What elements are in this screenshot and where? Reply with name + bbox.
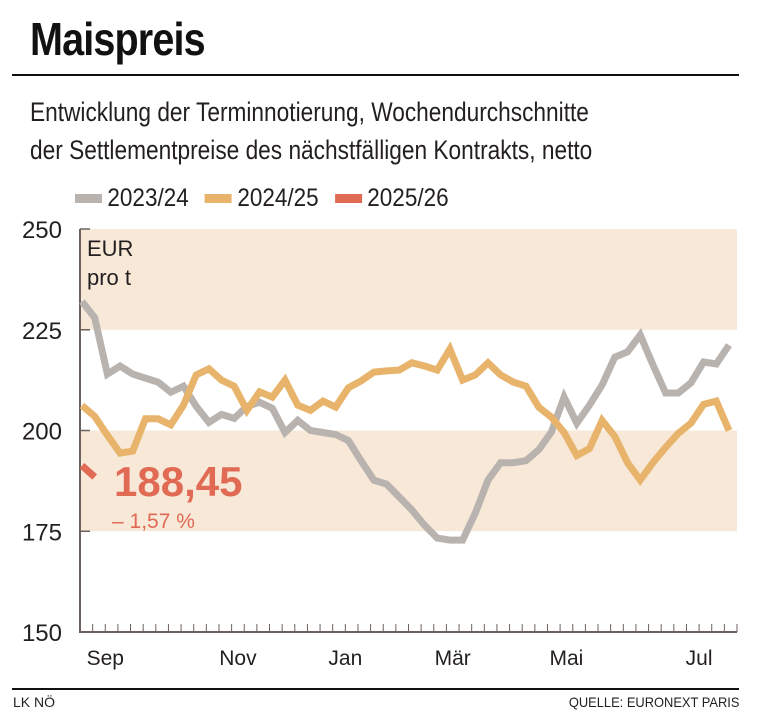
x-axis: Sep Nov Jan Mär Mai Jul <box>79 624 738 670</box>
legend-label-2023-24: 2023/24 <box>107 184 189 212</box>
legend: 2023/24 2024/25 2025/26 <box>75 184 465 213</box>
footer-credit: LK NÖ <box>13 694 56 710</box>
series-lines <box>79 299 733 544</box>
footer-source: QUELLE: EURONEXT PARIS <box>568 694 739 710</box>
y-axis: 250 225 200 175 150 <box>22 217 90 647</box>
unit-label-line-2: pro t <box>87 265 131 290</box>
chart-subtitle: Entwicklung der Terminnotierung, Wochend… <box>30 93 592 169</box>
legend-item-2025-26: 2025/26 <box>334 184 449 213</box>
unit-label-line-1: EUR <box>87 236 133 261</box>
x-tick-label-mai: Mai <box>550 647 584 670</box>
series-line-2024-25 <box>79 341 733 487</box>
x-tick-label-sep: Sep <box>87 647 124 670</box>
subtitle-line-1: Entwicklung der Terminnotierung, Wochend… <box>30 97 589 127</box>
y-tick-label-250: 250 <box>22 217 62 244</box>
y-tick-label-200: 200 <box>22 419 62 446</box>
chart-title: Maispreis <box>30 13 206 65</box>
legend-swatch-2024-25 <box>204 194 232 203</box>
legend-item-2023-24: 2023/24 <box>75 184 189 213</box>
legend-label-2025-26: 2025/26 <box>367 184 449 212</box>
legend-item-2024-25: 2024/25 <box>204 184 319 213</box>
band-225-250 <box>80 229 737 330</box>
background-bands <box>80 229 737 532</box>
legend-swatch-2023-24 <box>75 194 102 203</box>
x-tick-label-jan: Jan <box>328 647 362 670</box>
x-tick-label-jul: Jul <box>686 647 713 670</box>
subtitle-line-2: der Settlementpreise des nächstfälligen … <box>30 135 593 165</box>
x-tick-label-mär: Mär <box>435 647 471 670</box>
y-tick-label-150: 150 <box>22 620 62 647</box>
latest-value-annotation: 188,45 <box>114 458 242 505</box>
band-175-200 <box>80 430 737 532</box>
footer-divider <box>12 688 739 690</box>
legend-label-2024-25: 2024/25 <box>237 184 319 212</box>
title-divider <box>12 74 739 76</box>
legend-swatch-2025-26 <box>334 194 362 203</box>
x-tick-label-nov: Nov <box>219 647 257 670</box>
change-annotation: – 1,57 % <box>112 510 195 533</box>
y-tick-label-175: 175 <box>22 519 62 546</box>
y-tick-label-225: 225 <box>22 318 62 345</box>
series-line-2025-26 <box>79 462 98 480</box>
